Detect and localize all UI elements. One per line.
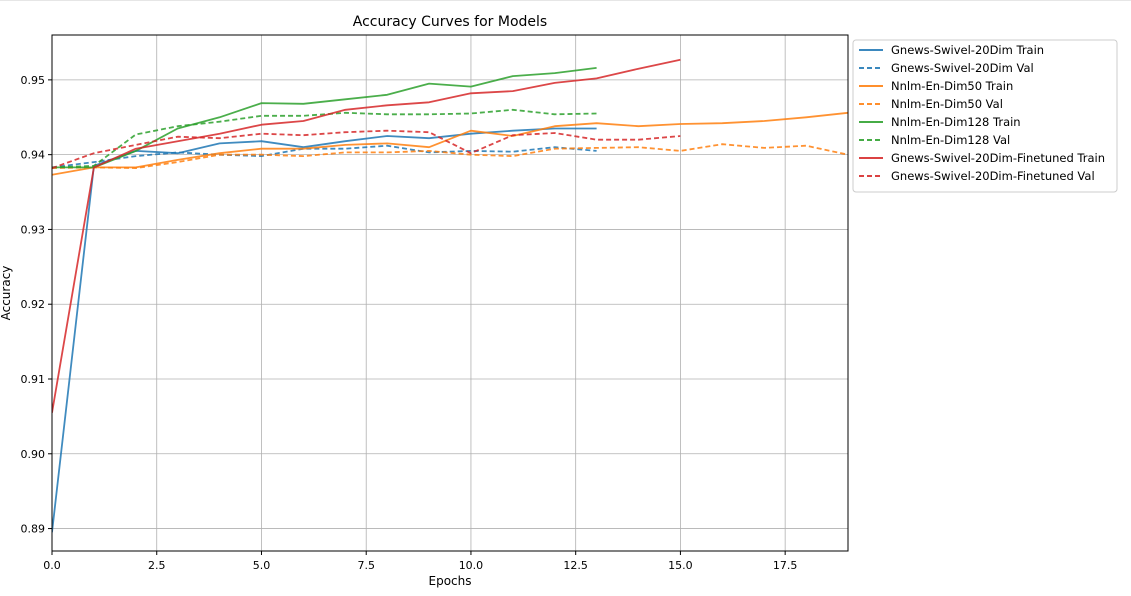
series-line-nnlm-en-dim50-val	[52, 143, 848, 170]
series-line-nnlm-en-dim128-train	[52, 67, 597, 169]
y-tick-label: 0.92	[21, 298, 46, 311]
legend-box	[852, 39, 1118, 193]
x-tick-label: 15.0	[668, 559, 693, 572]
x-tick-label: 7.5	[357, 559, 375, 572]
y-tick-label: 0.90	[21, 448, 46, 461]
grid-lines	[51, 35, 848, 551]
x-axis-label: Epochs	[429, 574, 472, 588]
legend-label: Nnlm-En-Dim50 Val	[891, 97, 1003, 111]
y-tick-label: 0.91	[21, 373, 46, 386]
legend-label: Nnlm-En-Dim128 Train	[891, 115, 1021, 129]
x-tick-label: 12.5	[563, 559, 588, 572]
y-axis-label: Accuracy	[0, 266, 13, 321]
y-tick-label: 0.89	[21, 523, 46, 536]
x-tick-label: 5.0	[253, 559, 271, 572]
window-top-divider	[0, 0, 1131, 1]
series-line-nnlm-en-dim128-val	[52, 108, 597, 169]
x-tick-label: 10.0	[459, 559, 484, 572]
series-line-gnews-swivel-20dim-train	[52, 127, 597, 533]
plot-frame	[51, 34, 849, 552]
legend-label: Nnlm-En-Dim128 Val	[891, 133, 1010, 147]
y-tick-label: 0.93	[21, 223, 46, 236]
legend-label: Nnlm-En-Dim50 Train	[891, 79, 1013, 93]
y-tick-label: 0.95	[21, 74, 46, 87]
y-axis-ticks: 0.89 0.90 0.91 0.92 0.93 0.94 0.95	[21, 74, 52, 536]
legend: Gnews-Swivel-20Dim Train Gnews-Swivel-20D…	[852, 39, 1118, 193]
x-tick-label: 0.0	[43, 559, 61, 572]
series-line-gnews-swivel-20dim-val	[52, 144, 597, 169]
series-lines	[52, 58, 848, 533]
series-line-gnews-swivel-20dim-finetuned-train	[52, 58, 681, 413]
legend-label: Gnews-Swivel-20Dim-Finetuned Val	[891, 169, 1095, 183]
legend-label: Gnews-Swivel-20Dim Val	[891, 61, 1034, 75]
x-tick-label: 2.5	[148, 559, 166, 572]
legend-label: Gnews-Swivel-20Dim-Finetuned Train	[891, 151, 1105, 165]
x-axis-ticks: 0.0 2.5 5.0 7.5 10.0 12.5 15.0 17.5	[43, 551, 797, 572]
chart-title: Accuracy Curves for Models	[353, 14, 547, 30]
y-tick-label: 0.94	[21, 149, 46, 162]
x-tick-label: 17.5	[773, 559, 798, 572]
series-line-nnlm-en-dim50-train	[52, 111, 848, 176]
series-line-gnews-swivel-20dim-finetuned-val	[52, 129, 681, 169]
legend-label: Gnews-Swivel-20Dim Train	[891, 43, 1044, 57]
